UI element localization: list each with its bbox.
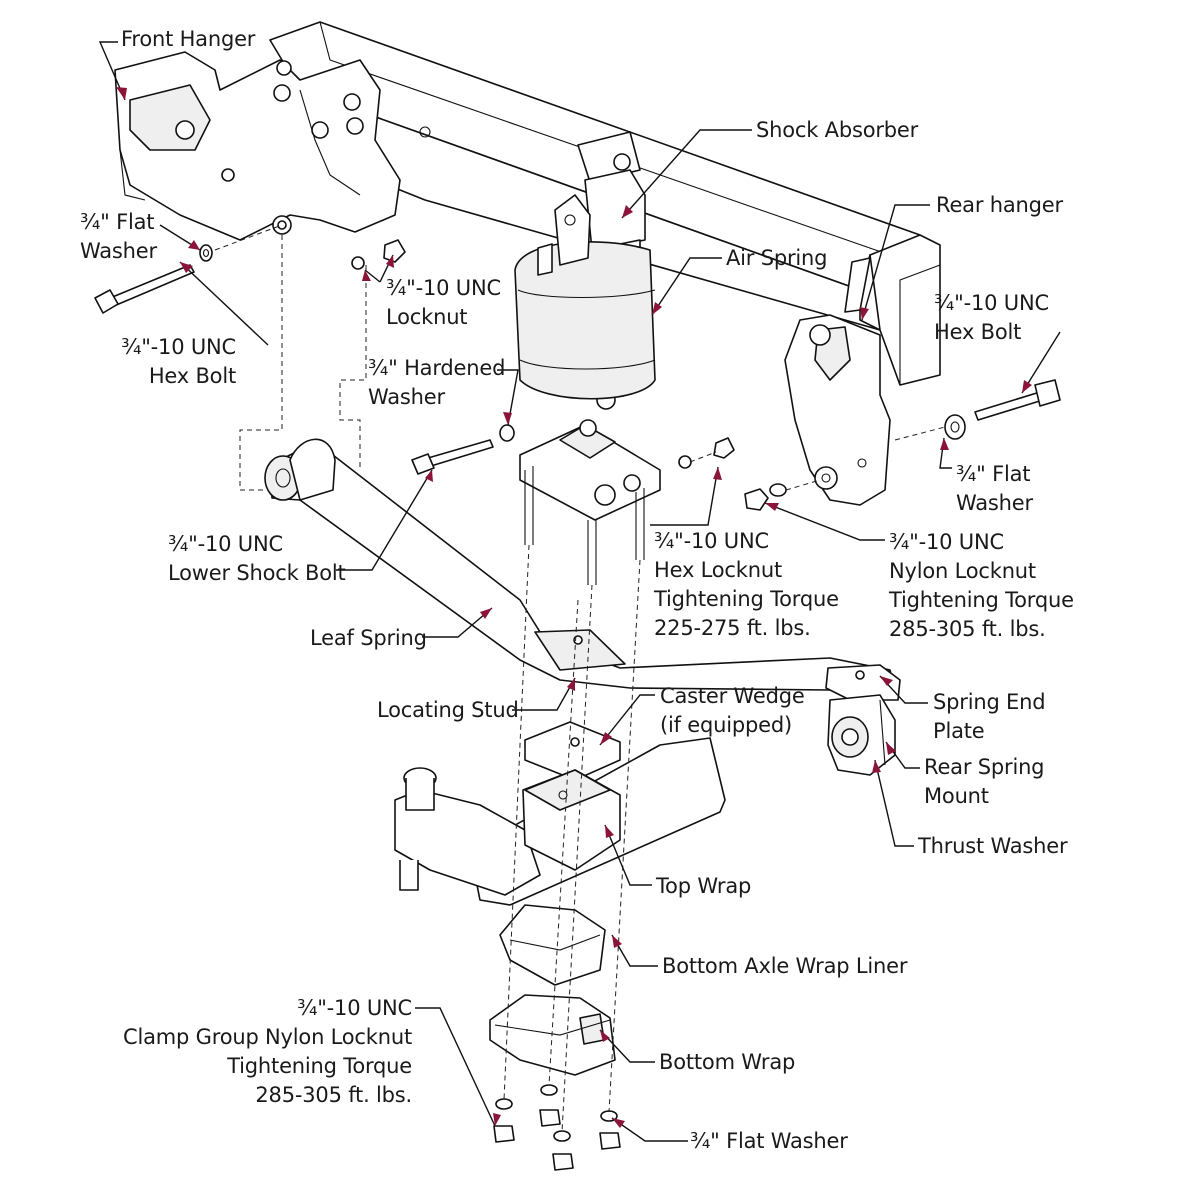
label-flat-washer-bottom: ¾" Flat Washer — [690, 1129, 848, 1153]
label-locknut-top: ¾"-10 UNC Locknut — [386, 276, 501, 329]
caster-wedge — [524, 721, 621, 781]
label-spring-end-plate: Spring End Plate — [933, 690, 1046, 743]
spring-seat-plate — [519, 419, 735, 585]
leaf-spring — [264, 438, 896, 691]
label-leaf-spring: Leaf Spring — [310, 626, 427, 650]
label-bottom-axle-wrap-liner: Bottom Axle Wrap Liner — [662, 954, 908, 978]
label-hex-locknut: ¾"-10 UNC Hex Locknut Tightening Torque … — [654, 529, 839, 640]
label-rear-hanger: Rear hanger — [936, 193, 1063, 217]
label-flat-washer-right: ¾" Flat Washer — [956, 462, 1033, 515]
label-hardened-washer: ¾" Hardened Washer — [368, 356, 506, 409]
label-hex-bolt-right: ¾"-10 UNC Hex Bolt — [934, 291, 1049, 344]
label-thrust-washer: Thrust Washer — [918, 834, 1068, 858]
label-nylon-locknut: ¾"-10 UNC Nylon Locknut Tightening Torqu… — [889, 530, 1074, 641]
label-bottom-wrap: Bottom Wrap — [659, 1050, 796, 1074]
bottom-axle-wrap-liner — [499, 904, 606, 986]
rear-hanger — [784, 257, 891, 506]
air-spring — [514, 194, 656, 400]
label-locating-stud: Locating Stud — [377, 698, 519, 722]
leader-arrowheads — [116, 87, 1032, 1128]
label-lower-shock-bolt: ¾"-10 UNC Lower Shock Bolt — [168, 532, 346, 585]
right-hex-bolt — [944, 379, 1061, 440]
upper-locknut — [351, 239, 406, 270]
label-rear-spring-mount: Rear Spring Mount — [924, 755, 1045, 808]
front-hanger — [114, 51, 401, 241]
label-air-spring: Air Spring — [726, 246, 828, 270]
leader-lines — [98, 41, 1061, 1142]
label-clamp-group-locknut: ¾"-10 UNC Clamp Group Nylon Locknut Tigh… — [123, 996, 412, 1107]
right-nylon-locknut — [744, 483, 787, 511]
label-hex-bolt-left: ¾"-10 UNC Hex Bolt — [121, 335, 236, 388]
assembly-lines — [214, 224, 946, 1133]
label-top-wrap: Top Wrap — [656, 874, 752, 898]
axle-beam — [394, 737, 726, 906]
label-flat-washer-top: ¾" Flat Washer — [80, 210, 157, 263]
lower-shock-bolt — [411, 424, 515, 475]
label-shock-absorber: Shock Absorber — [756, 118, 919, 142]
rear-spring-mount — [825, 664, 901, 776]
bottom-wrap — [489, 994, 616, 1076]
label-front-hanger: Front Hanger — [121, 27, 256, 51]
clamp-group-hardware — [493, 1084, 621, 1171]
label-caster-wedge: Caster Wedge (if equipped) — [660, 684, 805, 737]
left-hex-bolt — [94, 244, 213, 314]
